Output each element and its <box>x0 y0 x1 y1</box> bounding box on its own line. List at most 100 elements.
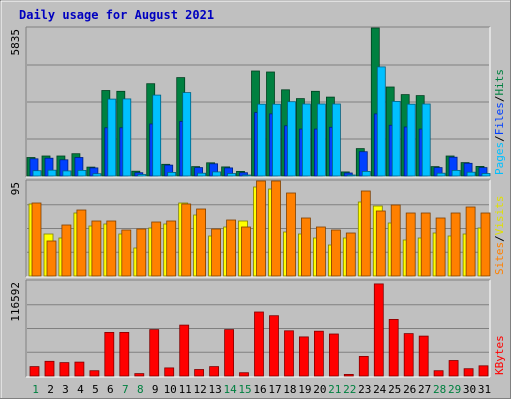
bar-pages-day-3 <box>62 170 72 177</box>
x-tick-label-day-21: 21 <box>328 383 341 396</box>
bar-kbytes-day-18 <box>284 330 294 377</box>
bar-sites-day-7 <box>121 229 132 277</box>
bar-pages-day-24 <box>376 66 386 177</box>
x-tick-label-day-6: 6 <box>107 383 114 396</box>
bar-sites-day-18 <box>286 192 296 277</box>
bar-pages-day-18 <box>287 101 296 177</box>
bar-sites-day-15 <box>241 226 251 277</box>
bar-pages-day-15 <box>242 174 251 177</box>
bar-sites-day-10 <box>166 220 177 277</box>
bar-pages-day-29 <box>451 169 461 177</box>
bar-pages-day-5 <box>92 173 102 177</box>
bar-pages-day-1 <box>32 170 42 177</box>
x-tick-label-day-11: 11 <box>179 383 192 396</box>
x-tick-label-day-29: 29 <box>448 383 461 396</box>
y-max-label-visits: 95 <box>9 182 22 195</box>
bar-pages-day-23 <box>361 170 371 177</box>
x-tick-label-day-10: 10 <box>164 383 177 396</box>
bar-kbytes-day-29 <box>448 360 459 377</box>
bar-kbytes-day-2 <box>44 360 55 377</box>
x-tick-label-day-17: 17 <box>268 383 281 396</box>
bar-kbytes-day-21 <box>328 333 339 377</box>
x-tick-label-day-30: 30 <box>463 383 476 396</box>
bar-pages-day-11 <box>182 92 192 177</box>
bar-kbytes-day-17 <box>269 315 279 377</box>
bar-sites-day-17 <box>271 180 281 277</box>
x-tick-label-day-3: 3 <box>62 383 69 396</box>
bar-pages-day-21 <box>331 103 341 177</box>
bar-sites-day-25 <box>390 204 401 277</box>
bar-sites-day-29 <box>450 212 461 277</box>
x-tick-label-day-9: 9 <box>152 383 159 396</box>
x-tick-label-day-7: 7 <box>122 383 129 396</box>
bar-sites-day-8 <box>136 228 147 277</box>
bar-kbytes-day-12 <box>194 369 205 377</box>
bar-kbytes-day-10 <box>164 367 175 377</box>
x-tick-label-day-8: 8 <box>137 383 144 396</box>
bar-kbytes-day-24 <box>373 283 384 377</box>
legend-label-hits: Pages/Files/Hits <box>493 69 506 175</box>
panel-visits: 95 Sites/Visits <box>9 179 506 278</box>
bar-sites-day-5 <box>91 220 102 277</box>
bar-kbytes-day-31 <box>478 365 489 377</box>
bar-pages-day-14 <box>227 173 237 177</box>
legend-label-kbytes: KBytes <box>493 335 506 375</box>
bar-kbytes-day-27 <box>418 335 429 377</box>
x-tick-label-day-12: 12 <box>193 383 206 396</box>
x-tick-label-day-18: 18 <box>283 383 296 396</box>
chart-panels: 5835Pages/Files/Hits95Sites/Visits116592… <box>9 26 506 378</box>
bar-sites-day-6 <box>106 220 117 277</box>
bar-kbytes-day-30 <box>463 368 474 377</box>
bar-kbytes-day-23 <box>358 355 369 377</box>
bar-pages-day-9 <box>152 94 162 177</box>
bar-kbytes-day-8 <box>134 373 145 377</box>
bar-pages-day-4 <box>77 169 87 177</box>
bar-pages-day-28 <box>436 172 446 177</box>
x-tick-label-day-1: 1 <box>32 383 39 396</box>
x-tick-label-day-23: 23 <box>358 383 371 396</box>
bar-kbytes-day-25 <box>388 318 399 377</box>
bar-kbytes-day-26 <box>403 333 414 377</box>
x-tick-label-day-4: 4 <box>77 383 84 396</box>
bar-kbytes-day-9 <box>149 329 160 377</box>
bar-pages-day-13 <box>212 171 222 177</box>
bar-kbytes-day-20 <box>313 330 324 377</box>
x-tick-label-day-5: 5 <box>92 383 99 396</box>
legend-label-visits: Sites/Visits <box>493 196 506 276</box>
x-tick-label-day-19: 19 <box>298 383 311 396</box>
bar-pages-day-10 <box>167 171 177 177</box>
bar-sites-day-24 <box>375 210 386 277</box>
legend-separator: / <box>493 96 506 103</box>
bar-sites-day-23 <box>360 190 371 277</box>
x-tick-label-day-31: 31 <box>478 383 491 396</box>
bar-pages-day-31 <box>481 173 491 177</box>
bar-kbytes-day-14 <box>224 329 235 377</box>
bar-sites-day-2 <box>46 240 57 277</box>
x-tick-label-day-22: 22 <box>343 383 356 396</box>
x-axis-labels: 1 2 3 4 5 6 7 8 9 10 11 12 13 14 15 16 17 18 19 20 21 22 23 24 2… <box>32 383 491 396</box>
bar-sites-day-31 <box>480 212 491 277</box>
bar-pages-day-6 <box>107 98 117 177</box>
bar-kbytes-day-22 <box>343 373 354 377</box>
bar-sites-day-1 <box>31 202 42 277</box>
bar-sites-day-16 <box>256 180 266 277</box>
bar-kbytes-day-1 <box>29 366 40 377</box>
y-max-label-kbytes: 116592 <box>9 282 22 322</box>
bar-sites-day-4 <box>76 209 87 277</box>
bar-pages-day-30 <box>466 171 476 177</box>
bar-pages-day-22 <box>346 174 356 177</box>
legend-separator: / <box>493 135 506 142</box>
bar-sites-day-3 <box>61 224 72 277</box>
panel-kbytes: 116592 KBytes <box>9 279 506 378</box>
bar-sites-day-14 <box>226 219 237 277</box>
legend-entry-hits: Hits <box>493 69 506 96</box>
bar-sites-day-21 <box>330 229 341 277</box>
bar-pages-day-19 <box>301 103 311 177</box>
bar-sites-day-11 <box>181 203 192 277</box>
x-tick-label-day-16: 16 <box>253 383 266 396</box>
bar-pages-day-7 <box>122 98 132 177</box>
bar-kbytes-day-3 <box>59 362 70 377</box>
bar-kbytes-day-19 <box>298 336 309 377</box>
bar-pages-day-2 <box>47 169 57 177</box>
x-tick-label-day-27: 27 <box>418 383 431 396</box>
